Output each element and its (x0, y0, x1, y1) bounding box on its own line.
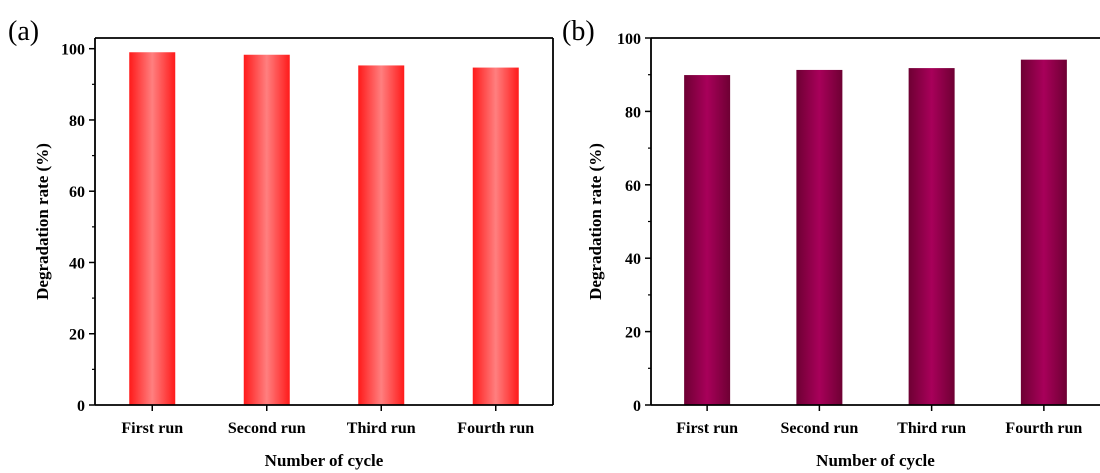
category-label: First run (676, 420, 738, 437)
category-label: Fourth run (1005, 420, 1082, 437)
y-tick-label: 20 (69, 327, 85, 344)
bar-third-run (908, 68, 955, 406)
bar-third-run (358, 65, 405, 406)
y-axis-title: Degradation rate (%) (33, 143, 52, 300)
bar-second-run (796, 69, 843, 405)
y-tick-label: 40 (69, 255, 85, 272)
category-label: Third run (347, 420, 416, 437)
bar-fourth-run (1020, 59, 1067, 405)
bar-second-run (243, 54, 290, 405)
y-tick-label: 60 (625, 178, 641, 195)
y-tick-label: 0 (77, 398, 85, 415)
y-tick-label: 40 (625, 251, 641, 268)
bar-fourth-run (472, 67, 519, 405)
bar-first-run (129, 52, 176, 405)
y-tick-label: 100 (61, 42, 85, 59)
category-label: Second run (228, 420, 306, 437)
category-label: First run (121, 420, 183, 437)
y-tick-label: 60 (69, 184, 85, 201)
y-axis-title: Degradation rate (%) (586, 143, 605, 300)
category-label: Third run (897, 420, 966, 437)
panel-a: (a) First run Second run Third run Fourth ru… (8, 16, 554, 470)
bar-first-run (684, 75, 731, 405)
y-tick-label: 0 (633, 398, 641, 415)
y-tick-label: 20 (625, 325, 641, 342)
category-label: Second run (780, 420, 858, 437)
y-tick-label: 100 (617, 31, 641, 48)
category-label: Fourth run (457, 420, 534, 437)
panel-label: (b) (562, 16, 595, 47)
x-axis-title: Number of cycle (816, 451, 935, 470)
y-tick-label: 80 (69, 113, 85, 130)
panel-b: (b) First run Second run Third run Fourth ru… (562, 16, 1100, 470)
y-tick-label: 80 (625, 104, 641, 121)
panel-label: (a) (8, 16, 39, 47)
x-axis-title: Number of cycle (265, 451, 384, 470)
